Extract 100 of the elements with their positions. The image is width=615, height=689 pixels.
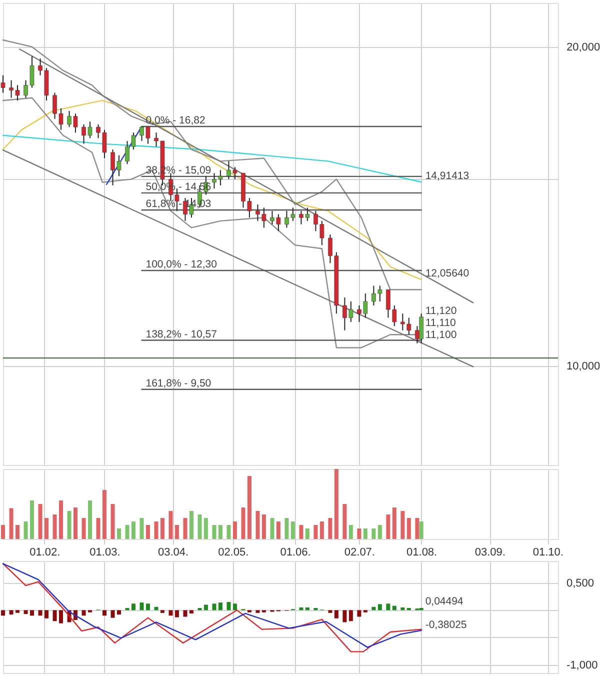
bar — [1, 525, 5, 539]
bar — [15, 610, 20, 613]
bar — [392, 508, 396, 539]
bar — [198, 514, 202, 539]
bar — [82, 518, 86, 539]
bar — [88, 500, 92, 539]
bar — [320, 522, 324, 539]
x-tick-label: 03.04. — [158, 546, 189, 558]
bar — [406, 518, 411, 539]
bar — [406, 608, 411, 610]
bar — [110, 504, 115, 539]
bar — [189, 511, 194, 539]
bar — [378, 604, 382, 610]
annotation: 11,110 — [425, 316, 456, 329]
bar — [226, 602, 231, 610]
bar — [334, 469, 338, 539]
bar — [314, 525, 318, 539]
bar — [241, 508, 246, 539]
y-tick-label: 20,000 — [566, 41, 600, 54]
bar — [131, 604, 136, 610]
bar — [160, 610, 164, 613]
bar — [392, 606, 396, 610]
bar — [116, 528, 121, 539]
bar — [52, 610, 57, 622]
bar — [9, 508, 14, 539]
bar — [348, 610, 353, 622]
bar — [276, 522, 280, 539]
bar — [140, 518, 144, 539]
bar — [299, 525, 304, 539]
bar — [174, 525, 179, 539]
bar — [357, 610, 362, 617]
bar — [30, 500, 34, 539]
bar — [38, 610, 42, 616]
bar — [73, 508, 78, 539]
bar — [400, 511, 405, 539]
bar — [183, 518, 188, 539]
bar — [30, 610, 34, 616]
bar — [174, 610, 179, 618]
bar — [363, 528, 368, 539]
bar — [386, 604, 390, 610]
bar — [305, 607, 310, 610]
bar — [314, 608, 318, 610]
x-tick-label: 01.08. — [406, 546, 438, 558]
bar — [146, 604, 150, 610]
bar — [357, 528, 362, 539]
bar — [52, 514, 57, 539]
bar — [38, 504, 42, 539]
bar — [386, 514, 390, 539]
x-tick-label: 01.10. — [532, 546, 564, 558]
bar — [102, 490, 106, 539]
x-tick-label: 01.03. — [90, 546, 120, 558]
bar — [110, 610, 115, 618]
y-tick-label: 10,000 — [566, 360, 600, 372]
bar — [96, 518, 100, 539]
x-tick-label: 03.09. — [474, 546, 506, 558]
bar — [334, 610, 338, 618]
x-tick-label: 02.05. — [218, 546, 249, 558]
x-tick-label: 01.06. — [280, 546, 311, 558]
bar — [270, 518, 274, 539]
bar — [58, 500, 63, 539]
bar — [189, 610, 194, 614]
bar — [247, 476, 252, 539]
bar — [348, 525, 353, 539]
bar — [82, 610, 86, 616]
bar — [9, 610, 14, 615]
bar — [256, 610, 260, 613]
bar — [212, 604, 216, 610]
bar — [400, 607, 405, 610]
bar — [44, 518, 48, 539]
bar — [146, 525, 150, 539]
bar — [204, 518, 208, 539]
y-tick-label: -1,000 — [566, 659, 598, 672]
bar — [24, 610, 28, 614]
annotation: 14,91413 — [425, 170, 470, 182]
bar — [262, 514, 266, 539]
bar — [342, 504, 347, 539]
candlestick — [0, 74, 6, 94]
bar — [204, 604, 208, 610]
bar — [226, 525, 231, 539]
annotation: 138,2% - 10,57 — [146, 328, 218, 340]
annotation: 11,120 — [425, 304, 457, 317]
bar — [168, 610, 173, 616]
bar — [15, 525, 20, 539]
x-tick-label: 01.02. — [30, 546, 60, 558]
bar — [290, 522, 295, 539]
bar — [305, 528, 310, 539]
bar — [67, 511, 72, 539]
annotation: 0,04494 — [425, 596, 464, 608]
annotation: 100,0% - 12,30 — [146, 258, 218, 271]
bar — [415, 518, 420, 539]
bar — [419, 608, 424, 610]
annotation: 11,100 — [425, 328, 457, 341]
bar — [232, 522, 237, 539]
annotation: 161,8% - 9,50 — [146, 377, 212, 390]
bar — [160, 518, 164, 539]
bar — [125, 525, 130, 539]
x-tick-label: 02.07. — [344, 546, 375, 558]
candlestick — [419, 313, 424, 344]
bar — [342, 610, 347, 622]
bar — [154, 606, 158, 610]
